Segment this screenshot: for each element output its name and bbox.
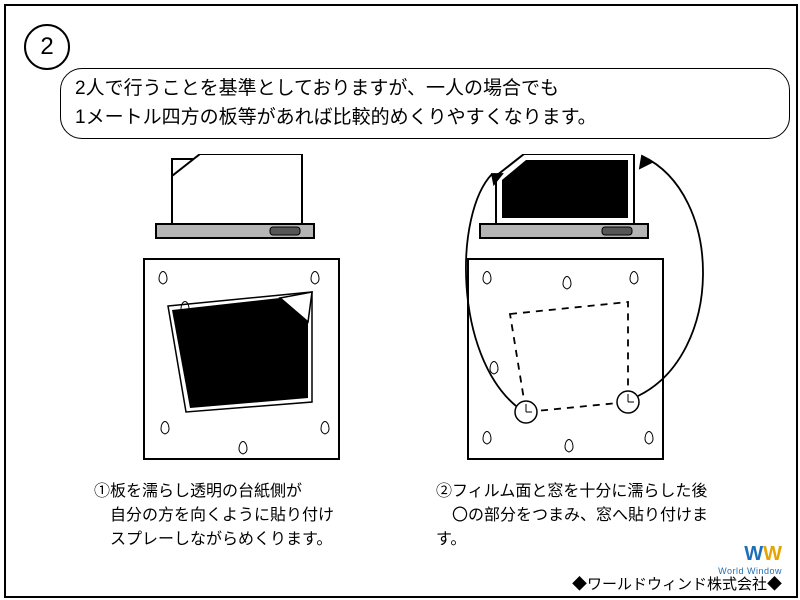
note-line-2: 1メートル四方の板等があれば比較的めくりやすくなります。 bbox=[75, 107, 597, 128]
diagram-right bbox=[436, 154, 736, 474]
film-on-board bbox=[168, 292, 312, 412]
caption-right-l1: ②フィルム面と窓を十分に濡らした後 bbox=[436, 483, 707, 500]
instruction-note: 2人で行うことを基準としておりますが、一人の場合でも 1メートル四方の板等があれ… bbox=[60, 68, 790, 139]
caption-left: ①板を濡らし透明の台紙側が 自分の方を向くように貼り付け スプレーしながらめくり… bbox=[94, 480, 394, 552]
page-frame: 2 2人で行うことを基準としておりますが、一人の場合でも 1メートル四方の板等が… bbox=[4, 4, 798, 598]
diagram-left-svg bbox=[112, 154, 362, 474]
caption-right-l2: 〇の部分をつまみ、窓へ貼り付けます。 bbox=[436, 507, 708, 548]
caption-left-l3: スプレーしながらめくります。 bbox=[94, 531, 332, 548]
logo-w2: W bbox=[763, 543, 782, 566]
diagram-right-svg bbox=[436, 154, 756, 474]
caption-left-l1: ①板を濡らし透明の台紙側が bbox=[94, 483, 302, 500]
logo: WW bbox=[744, 543, 782, 566]
board-rect-right bbox=[468, 259, 663, 459]
window-with-film bbox=[480, 154, 648, 238]
note-line-1: 2人で行うことを基準としておりますが、一人の場合でも bbox=[75, 78, 559, 99]
company-name: ◆ワールドウィンド株式会社◆ bbox=[572, 573, 782, 594]
caption-right: ②フィルム面と窓を十分に濡らした後 〇の部分をつまみ、窓へ貼り付けます。 bbox=[436, 480, 736, 552]
step-number-circle: 2 bbox=[24, 24, 70, 70]
window-section bbox=[156, 154, 314, 238]
logo-w1: W bbox=[744, 543, 763, 566]
diagram-left bbox=[112, 154, 412, 474]
step-number: 2 bbox=[40, 33, 53, 61]
caption-left-l2: 自分の方を向くように貼り付け bbox=[94, 507, 334, 524]
